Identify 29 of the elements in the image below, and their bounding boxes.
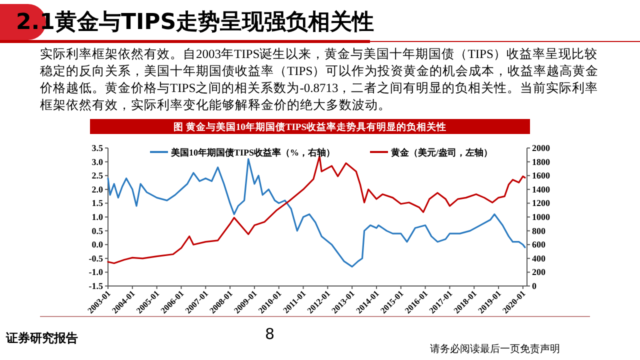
legend-label: 美国10年期国债TIPS收益率（%，右轴） xyxy=(170,148,336,158)
y-tick-label: -0.5 xyxy=(88,253,104,264)
y-tick-label: 3.0 xyxy=(92,156,104,167)
y-tick-label: -1.5 xyxy=(88,281,104,291)
y2-tick-label: 400 xyxy=(532,253,546,264)
y2-tick-label: 1800 xyxy=(532,156,550,167)
y-tick-label: 1.0 xyxy=(92,212,104,222)
y-tick-label: 0.0 xyxy=(92,240,104,250)
y2-tick-label: 1400 xyxy=(532,184,550,194)
y2-tick-label: 1000 xyxy=(532,212,550,222)
y-tick-label: 3.5 xyxy=(92,143,104,153)
y-tick-label: -1.0 xyxy=(88,267,104,278)
y2-tick-label: 2000 xyxy=(532,143,550,153)
y2-tick-label: 200 xyxy=(532,267,546,278)
y-tick-label: 0.5 xyxy=(92,226,104,236)
legend-label: 黄金（美元/盎司，左轴） xyxy=(390,148,493,158)
chart-subtitle: 图 黄金与美国10年期国债TIPS收益率走势具有明显的负相关性 xyxy=(174,121,446,133)
y-tick-label: 2.5 xyxy=(92,170,104,181)
text: 证券研究报告 xyxy=(6,330,78,347)
y2-tick-label: 1200 xyxy=(532,198,550,208)
y2-tick-label: 0 xyxy=(532,281,537,291)
text: 实际利率框架依然有效。自2003年TIPS诞生以来，黄金与美国十年期国债（TIPS）收益率呈现比较稳定的反向关系，美国十年期国债收益率（TIPS）可以作为投资黄金的机会成本，收益率越高黄金价格越低。黄金价格与TIPS之间的相关系数为-0.8713，二者之间有明显的负相关性。当前实际利率框架依然有效，实际利率变化能够解释金价的绝大多数波动。 xyxy=(40,46,600,114)
text: 8 xyxy=(265,325,275,343)
y2-tick-label: 800 xyxy=(532,226,546,236)
y-tick-label: 1.5 xyxy=(92,198,104,208)
y2-tick-label: 1600 xyxy=(532,170,550,181)
text: 请务必阅读最后一页免责声明 xyxy=(430,342,560,356)
y-tick-label: 2.0 xyxy=(92,184,104,194)
y2-tick-label: 600 xyxy=(532,240,546,250)
